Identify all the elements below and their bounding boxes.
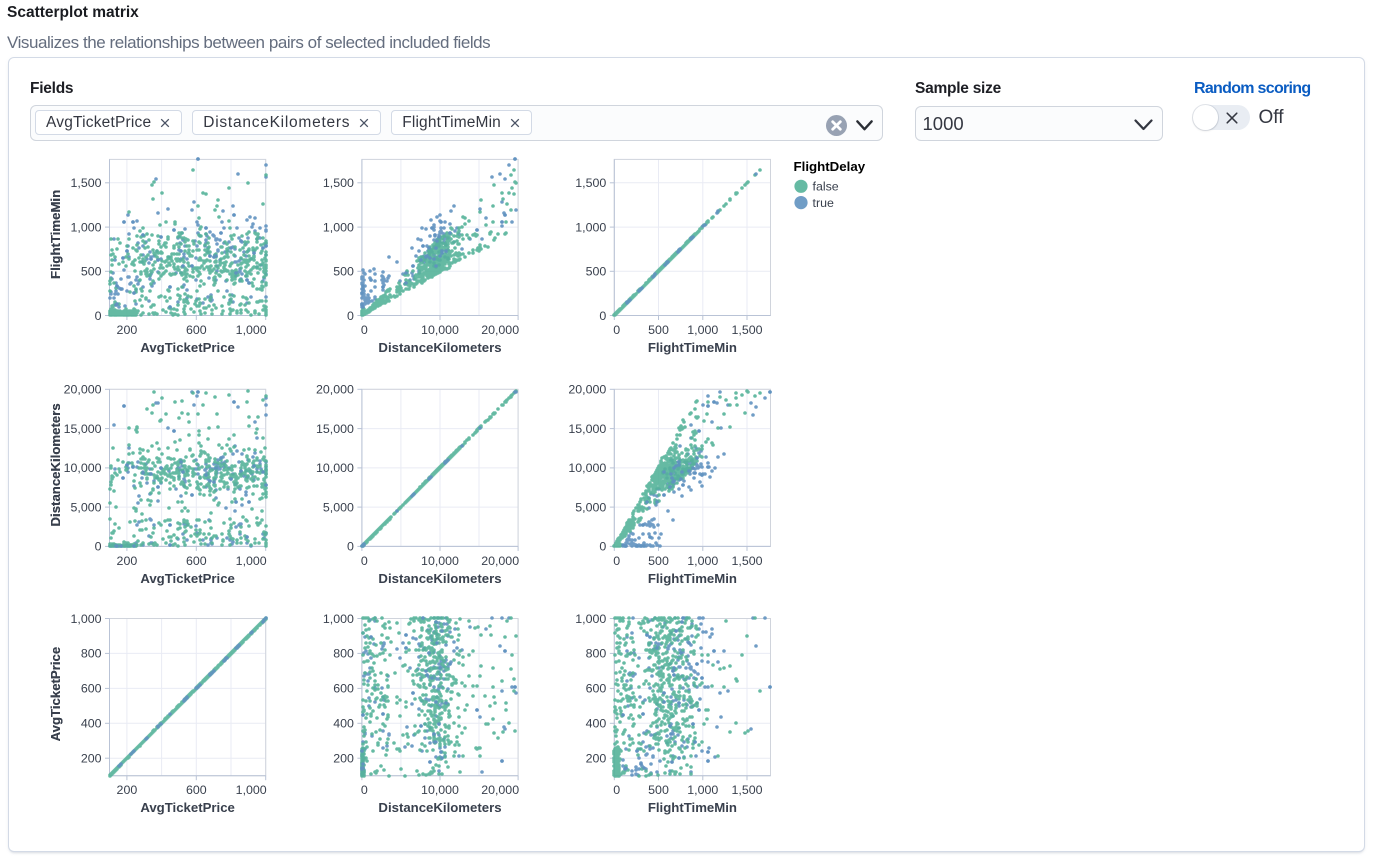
svg-text:0: 0: [347, 540, 354, 554]
svg-text:AvgTicketPrice: AvgTicketPrice: [140, 571, 235, 586]
svg-text:200: 200: [117, 783, 138, 797]
svg-text:DistanceKilometers: DistanceKilometers: [378, 800, 501, 815]
svg-text:DistanceKilometers: DistanceKilometers: [378, 340, 501, 355]
svg-text:AvgTicketPrice: AvgTicketPrice: [140, 340, 235, 355]
svg-text:600: 600: [186, 323, 207, 337]
svg-text:600: 600: [186, 783, 207, 797]
svg-text:800: 800: [586, 647, 607, 661]
svg-text:15,000: 15,000: [316, 422, 354, 436]
svg-text:AvgTicketPrice: AvgTicketPrice: [48, 647, 63, 742]
svg-text:500: 500: [648, 323, 669, 337]
svg-text:15,000: 15,000: [64, 422, 102, 436]
svg-text:0: 0: [95, 309, 102, 323]
svg-text:0: 0: [599, 540, 606, 554]
svg-text:AvgTicketPrice: AvgTicketPrice: [140, 800, 235, 815]
svg-text:15,000: 15,000: [568, 422, 606, 436]
svg-text:1,000: 1,000: [323, 612, 354, 626]
svg-text:1,500: 1,500: [731, 554, 762, 568]
svg-text:5,000: 5,000: [323, 500, 354, 514]
svg-text:10,000: 10,000: [421, 323, 459, 337]
svg-text:400: 400: [333, 717, 354, 731]
svg-text:1,500: 1,500: [323, 176, 354, 190]
svg-text:1,000: 1,000: [687, 323, 718, 337]
svg-text:DistanceKilometers: DistanceKilometers: [378, 571, 501, 586]
svg-text:200: 200: [117, 323, 138, 337]
svg-text:500: 500: [648, 554, 669, 568]
svg-text:false: false: [813, 180, 839, 194]
svg-text:DistanceKilometers: DistanceKilometers: [48, 403, 63, 526]
svg-text:DistanceKilometers: DistanceKilometers: [48, 403, 63, 526]
svg-text:1,000: 1,000: [70, 612, 101, 626]
svg-text:200: 200: [586, 752, 607, 766]
svg-text:0: 0: [613, 554, 620, 568]
svg-text:FlightTimeMin: FlightTimeMin: [48, 190, 63, 279]
svg-text:200: 200: [333, 752, 354, 766]
svg-text:0: 0: [95, 540, 102, 554]
svg-text:10,000: 10,000: [421, 783, 459, 797]
svg-text:FlightTimeMin: FlightTimeMin: [648, 571, 737, 586]
svg-text:500: 500: [648, 783, 669, 797]
svg-text:200: 200: [81, 752, 102, 766]
svg-text:0: 0: [361, 783, 368, 797]
svg-text:1,000: 1,000: [687, 554, 718, 568]
svg-text:600: 600: [333, 682, 354, 696]
svg-text:0: 0: [361, 554, 368, 568]
svg-text:1,000: 1,000: [236, 323, 267, 337]
svg-text:20,000: 20,000: [481, 323, 519, 337]
svg-text:20,000: 20,000: [568, 383, 606, 397]
svg-text:DistanceKilometers: DistanceKilometers: [48, 403, 63, 526]
svg-text:400: 400: [81, 717, 102, 731]
svg-text:10,000: 10,000: [316, 461, 354, 475]
svg-text:true: true: [813, 196, 834, 210]
svg-text:0: 0: [347, 309, 354, 323]
svg-text:10,000: 10,000: [421, 554, 459, 568]
svg-text:500: 500: [81, 265, 102, 279]
svg-text:1,000: 1,000: [687, 783, 718, 797]
svg-text:200: 200: [117, 554, 138, 568]
svg-text:600: 600: [81, 682, 102, 696]
svg-text:FlightTimeMin: FlightTimeMin: [48, 190, 63, 279]
svg-text:FlightTimeMin: FlightTimeMin: [648, 340, 737, 355]
svg-text:AvgTicketPrice: AvgTicketPrice: [48, 647, 63, 742]
svg-text:1,500: 1,500: [731, 783, 762, 797]
svg-text:1,000: 1,000: [575, 612, 606, 626]
svg-text:600: 600: [186, 554, 207, 568]
svg-text:1,500: 1,500: [70, 176, 101, 190]
svg-text:800: 800: [81, 647, 102, 661]
svg-text:20,000: 20,000: [64, 383, 102, 397]
svg-text:1,000: 1,000: [236, 554, 267, 568]
svg-text:400: 400: [586, 717, 607, 731]
svg-text:500: 500: [586, 265, 607, 279]
svg-text:0: 0: [613, 323, 620, 337]
svg-text:0: 0: [599, 309, 606, 323]
svg-text:10,000: 10,000: [568, 461, 606, 475]
svg-text:1,500: 1,500: [575, 176, 606, 190]
svg-text:1,500: 1,500: [731, 323, 762, 337]
svg-text:FlightDelay: FlightDelay: [794, 159, 866, 174]
svg-text:FlightTimeMin: FlightTimeMin: [648, 800, 737, 815]
svg-text:20,000: 20,000: [481, 783, 519, 797]
svg-text:1,000: 1,000: [575, 220, 606, 234]
svg-text:20,000: 20,000: [316, 383, 354, 397]
svg-text:1,000: 1,000: [70, 220, 101, 234]
svg-text:1,000: 1,000: [236, 783, 267, 797]
svg-text:5,000: 5,000: [70, 500, 101, 514]
svg-text:800: 800: [333, 647, 354, 661]
svg-text:500: 500: [333, 265, 354, 279]
svg-text:600: 600: [586, 682, 607, 696]
svg-text:10,000: 10,000: [64, 461, 102, 475]
svg-text:AvgTicketPrice: AvgTicketPrice: [48, 647, 63, 742]
svg-text:0: 0: [613, 783, 620, 797]
svg-text:1,000: 1,000: [323, 220, 354, 234]
svg-text:0: 0: [361, 323, 368, 337]
svg-text:FlightTimeMin: FlightTimeMin: [48, 190, 63, 279]
svg-text:20,000: 20,000: [481, 554, 519, 568]
svg-text:5,000: 5,000: [575, 500, 606, 514]
